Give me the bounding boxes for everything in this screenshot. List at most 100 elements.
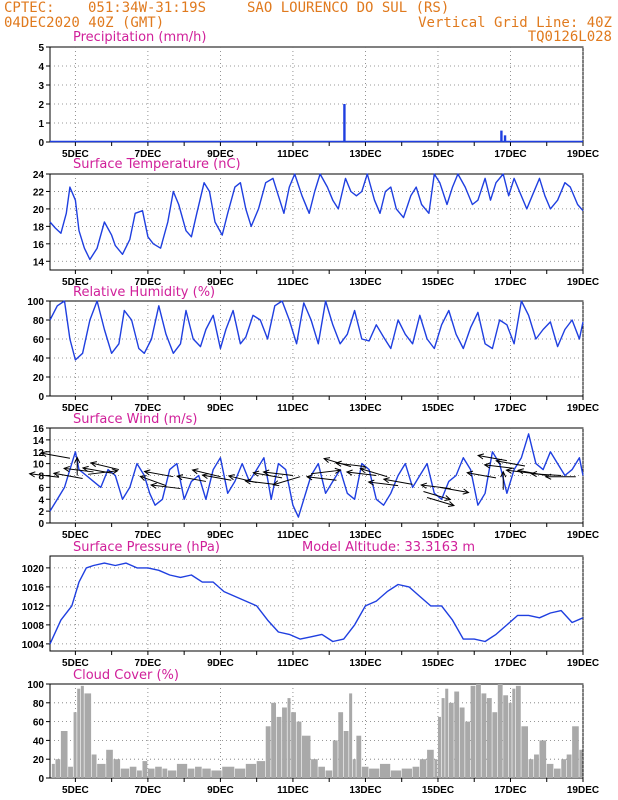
cloud-bar: [325, 770, 333, 778]
wind-arrow-head: [345, 469, 353, 476]
x-tick-label: 7DEC: [135, 785, 162, 796]
x-tick-label: 17DEC: [494, 403, 526, 414]
plot-frame: [49, 555, 584, 652]
cloud-bar: [454, 691, 460, 778]
y-tick-label: 1016: [22, 583, 45, 594]
wind-arrow: [467, 472, 497, 479]
precip-bar: [343, 104, 346, 142]
wind-arrow-head: [52, 471, 60, 478]
cloud-bar: [561, 759, 567, 778]
cloud-bar: [361, 766, 369, 778]
x-tick-label: 7DEC: [135, 658, 162, 669]
wind-arrow-head: [462, 488, 470, 495]
wind-arrow: [311, 469, 341, 475]
cloud-bar: [572, 726, 579, 778]
wind-arrow-head: [476, 453, 485, 460]
cloud-bar: [77, 688, 81, 778]
wind-arrow-head: [544, 473, 552, 480]
cloud-bar: [311, 759, 318, 778]
series-line-rh: [49, 300, 584, 361]
x-tick-label: 5DEC: [62, 530, 89, 541]
wind-arrow: [151, 484, 181, 490]
y-tick-label: 40: [33, 354, 45, 365]
y-tick-label: 4: [38, 495, 44, 506]
y-tick-label: 24: [33, 170, 45, 181]
wind-arrow-head: [495, 458, 503, 465]
precip-bar: [503, 135, 507, 142]
cloud-bar: [332, 740, 338, 778]
cloud-bar: [276, 716, 282, 778]
y-tick-label: 12: [33, 448, 45, 459]
cloud-bar: [91, 754, 97, 778]
wind-arrow: [306, 476, 337, 481]
wind-arrow-head: [334, 467, 342, 474]
header-run: 04DEC2020 40Z (GMT): [4, 15, 164, 31]
cloud-bar: [291, 712, 296, 778]
x-tick-label: 5DEC: [62, 403, 89, 414]
x-tick-label: 17DEC: [494, 658, 526, 669]
y-tick-label: 0: [38, 519, 44, 530]
cloud-bar: [427, 749, 434, 778]
panel-cloud: Cloud Cover (%) 0 20 40 60 80 100 5DEC 7DEC 9DEC 1…: [27, 668, 599, 796]
wind-arrow: [263, 471, 293, 476]
y-tick-label: 22: [33, 187, 45, 198]
cloud-bar: [234, 768, 246, 778]
header-location: SAO LOURENCO DO SUL (RS): [247, 0, 449, 16]
cloud-bar: [282, 707, 287, 778]
x-tick-label: 7DEC: [135, 149, 162, 160]
wind-arrow-head: [81, 465, 89, 472]
cloud-bar: [497, 684, 503, 778]
wind-arrow-head: [323, 457, 331, 463]
cloud-bar: [512, 688, 516, 778]
y-tick-label: 20: [33, 755, 45, 766]
cloud-bar: [80, 685, 84, 778]
series-line-pressure: [49, 562, 584, 645]
x-tick-label: 17DEC: [494, 277, 526, 288]
cloud-bar: [546, 763, 554, 778]
cloud-bar: [338, 712, 344, 778]
x-tick-label: 9DEC: [207, 149, 234, 160]
y-tick-label: 16: [33, 424, 45, 435]
wind-arrow: [478, 454, 507, 462]
y-tick-label: 2: [38, 100, 44, 111]
x-tick-label: 9DEC: [207, 785, 234, 796]
cloud-bar: [470, 685, 476, 778]
y-tick-label: 1008: [22, 621, 45, 632]
y-tick-label: 100: [27, 297, 44, 308]
y-tick-label: 1004: [22, 640, 45, 651]
wind-arrow: [273, 476, 301, 486]
cloud-bar: [129, 766, 137, 778]
cloud-bar: [441, 698, 445, 778]
x-tick-label: 11DEC: [277, 530, 309, 541]
wind-arrow-head: [505, 467, 513, 474]
wind-arrow: [144, 471, 174, 478]
panel-title-cloud: Cloud Cover (%): [73, 668, 179, 683]
x-tick-label: 13DEC: [349, 530, 381, 541]
x-tick-label: 13DEC: [349, 403, 381, 414]
wind-arrow-head: [89, 461, 98, 468]
header-code: TQ0126L028: [528, 29, 612, 45]
wind-arrow: [423, 491, 451, 501]
wind-arrow-head: [252, 470, 260, 477]
cloud-bar: [147, 768, 155, 778]
wind-arrow-head: [466, 470, 474, 477]
y-tick-label: 60: [33, 335, 45, 346]
wind-arrow-head: [244, 478, 252, 485]
cloud-bar: [349, 693, 353, 778]
cloud-bar: [73, 712, 77, 778]
cloud-bar: [379, 763, 391, 778]
x-tick-label: 7DEC: [135, 530, 162, 541]
y-tick-label: 2: [38, 507, 44, 518]
cloud-bar: [287, 698, 291, 778]
cloud-bar: [539, 740, 547, 778]
cloud-bar: [459, 707, 465, 778]
panel-title-rh: Relative Humidity (%): [73, 285, 215, 300]
cloud-bar: [437, 716, 441, 778]
x-tick-label: 15DEC: [422, 785, 454, 796]
plot-frame: [49, 173, 584, 271]
plot-frame: [49, 46, 584, 143]
y-tick-label: 16: [33, 240, 45, 251]
cloud-bar: [401, 768, 412, 778]
wind-arrow-head: [227, 474, 235, 481]
